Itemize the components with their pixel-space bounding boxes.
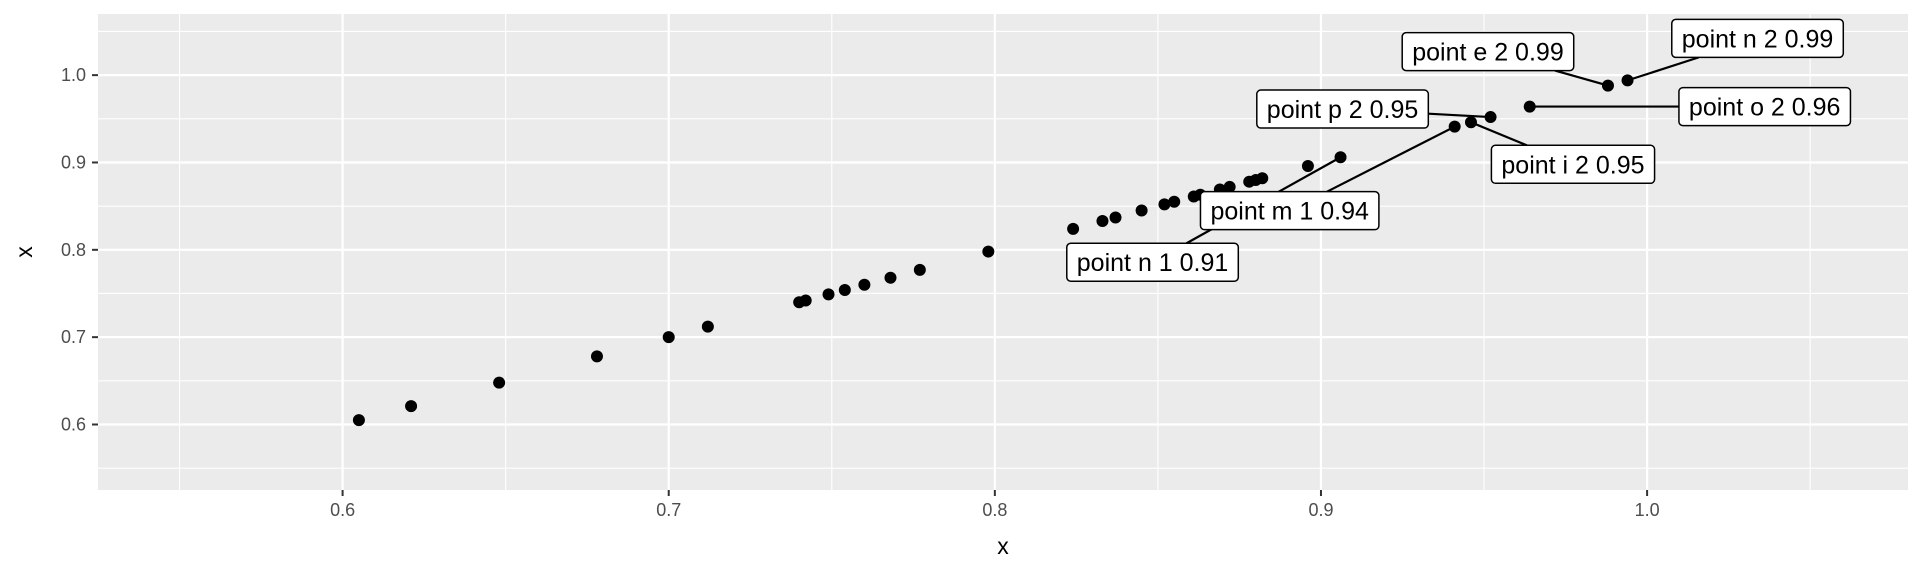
y-tick-label: 0.8: [61, 240, 86, 260]
x-tick-label: 1.0: [1635, 500, 1660, 520]
y-axis-title: x: [11, 246, 37, 258]
annotation-text: point o 2 0.96: [1689, 94, 1841, 122]
data-point: [1158, 198, 1171, 211]
data-point: [838, 283, 851, 296]
annotation-label: point p 2 0.95: [1256, 89, 1430, 129]
annotation-box: [1490, 144, 1656, 185]
annotation-connector: [1554, 69, 1609, 87]
x-tick-label: 0.7: [656, 500, 681, 520]
x-axis-title: x: [997, 533, 1009, 559]
y-tick-label: 0.6: [61, 414, 86, 434]
annotation-box: [1678, 86, 1852, 127]
tick-layer: 0.6 0.7 0.8 0.9 1.0 0.6 0.7 0.8 0.9 1.0: [61, 65, 1660, 520]
data-point: [1523, 100, 1536, 113]
annotation-connector: [1627, 56, 1700, 82]
data-point: [1448, 120, 1461, 133]
data-point: [1223, 180, 1236, 193]
data-point: [405, 400, 418, 413]
annotation-text: point m 1 0.94: [1210, 198, 1369, 226]
data-point: [701, 320, 714, 333]
y-tick-label: 0.7: [61, 327, 86, 347]
annotation-label: point i 2 0.95: [1490, 144, 1656, 185]
data-point: [1168, 195, 1181, 208]
annotation-text: point e 2 0.99: [1412, 39, 1564, 67]
data-point: [352, 414, 365, 427]
annotation-label: point n 1 0.91: [1066, 242, 1240, 282]
x-tick-label: 0.9: [1308, 500, 1333, 520]
data-point: [1464, 116, 1477, 129]
annotation-box: [1199, 190, 1380, 231]
annotation-connector: [1428, 112, 1491, 119]
data-point: [1334, 151, 1347, 164]
annotation-text: point i 2 0.95: [1501, 151, 1644, 179]
annotation-label: point m 1 0.94: [1199, 190, 1380, 231]
x-tick-label: 0.8: [982, 500, 1007, 520]
annotation-label: point o 2 0.96: [1678, 86, 1852, 127]
data-point: [822, 288, 835, 301]
data-point: [1621, 74, 1634, 87]
point-layer: [352, 74, 1634, 427]
data-point: [1256, 172, 1269, 185]
data-point: [799, 294, 812, 307]
panel-background: [98, 14, 1908, 490]
annotation-label: point e 2 0.99: [1401, 31, 1575, 72]
data-point: [1096, 214, 1109, 227]
data-point: [493, 376, 506, 389]
data-point: [1067, 222, 1080, 235]
y-tick-label: 1.0: [61, 65, 86, 85]
data-point: [1484, 111, 1497, 124]
annotation-labels: point e 2 0.99 point n 2 0.99 point o 2 0.…: [1066, 18, 1852, 282]
data-point: [1301, 159, 1314, 172]
data-point: [884, 271, 897, 284]
annotation-text: point n 2 0.99: [1682, 25, 1834, 53]
data-point: [1601, 79, 1614, 92]
annotation-text: point p 2 0.95: [1267, 96, 1419, 124]
data-point: [662, 331, 675, 344]
data-point: [590, 350, 603, 363]
annotation-label: point n 2 0.99: [1671, 18, 1845, 59]
data-point: [982, 245, 995, 258]
annotation-box: [1401, 31, 1575, 72]
annotation-connector: [1470, 121, 1528, 147]
data-point: [1135, 204, 1148, 217]
annotation-connector: [1326, 125, 1456, 193]
annotation-text: point n 1 0.91: [1077, 249, 1229, 277]
annotation-box: [1066, 242, 1240, 282]
data-point: [913, 263, 926, 276]
data-point: [858, 278, 871, 291]
data-point: [1109, 211, 1122, 224]
y-tick-label: 0.9: [61, 152, 86, 172]
annotation-box: [1256, 89, 1430, 129]
x-tick-label: 0.6: [330, 500, 355, 520]
annotation-box: [1671, 18, 1845, 59]
